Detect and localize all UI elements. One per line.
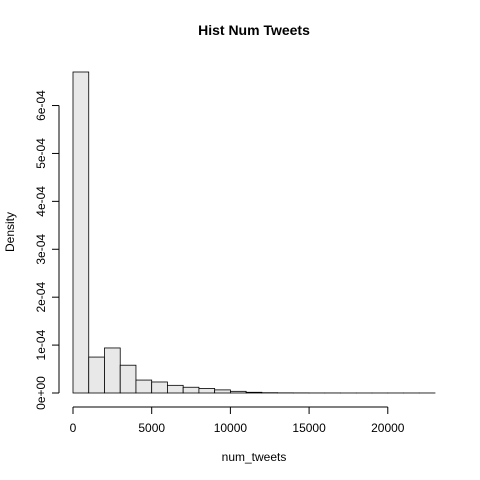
- x-axis-title: num_tweets: [222, 450, 287, 464]
- histogram-bar-11: [245, 391, 263, 394]
- y-tick-label-4: 4e-04: [34, 186, 48, 217]
- y-tick-label-6: 6e-04: [34, 90, 48, 121]
- histogram-bar-7: [182, 386, 200, 394]
- histogram-bar-6: [167, 384, 184, 394]
- histogram-bar-1: [88, 356, 105, 394]
- y-tick-label-5: 5e-04: [34, 138, 48, 169]
- x-tick-label-2: 10000: [214, 421, 248, 435]
- chart-title: Hist Num Tweets: [198, 22, 310, 38]
- x-tick-label-3: 15000: [292, 421, 326, 435]
- x-tick-label-1: 5000: [138, 421, 165, 435]
- x-tick-label-0: 0: [70, 421, 77, 435]
- histogram-bar-3: [119, 364, 137, 394]
- histogram-bar-10: [229, 390, 247, 394]
- y-axis-title: Density: [3, 212, 17, 252]
- histogram-bar-8: [198, 388, 216, 394]
- histogram-bar-0: [72, 71, 90, 394]
- histogram-bar-2: [104, 347, 121, 394]
- x-axis: 0 5000 10000 15000 20000: [70, 406, 405, 435]
- histogram-bar-4: [135, 379, 153, 394]
- bars-group: [72, 71, 436, 394]
- y-tick-label-0: 0e+00: [34, 376, 48, 410]
- y-axis: 0e+00 1e-04 2e-04 3e-04 4e-04 5e-04 6e-04: [34, 90, 60, 410]
- histogram-bar-5: [151, 381, 168, 394]
- y-tick-label-2: 2e-04: [34, 282, 48, 313]
- y-tick-label-3: 3e-04: [34, 234, 48, 265]
- x-tick-label-4: 20000: [371, 421, 405, 435]
- y-tick-label-1: 1e-04: [34, 329, 48, 360]
- histogram-bar-9: [214, 389, 231, 394]
